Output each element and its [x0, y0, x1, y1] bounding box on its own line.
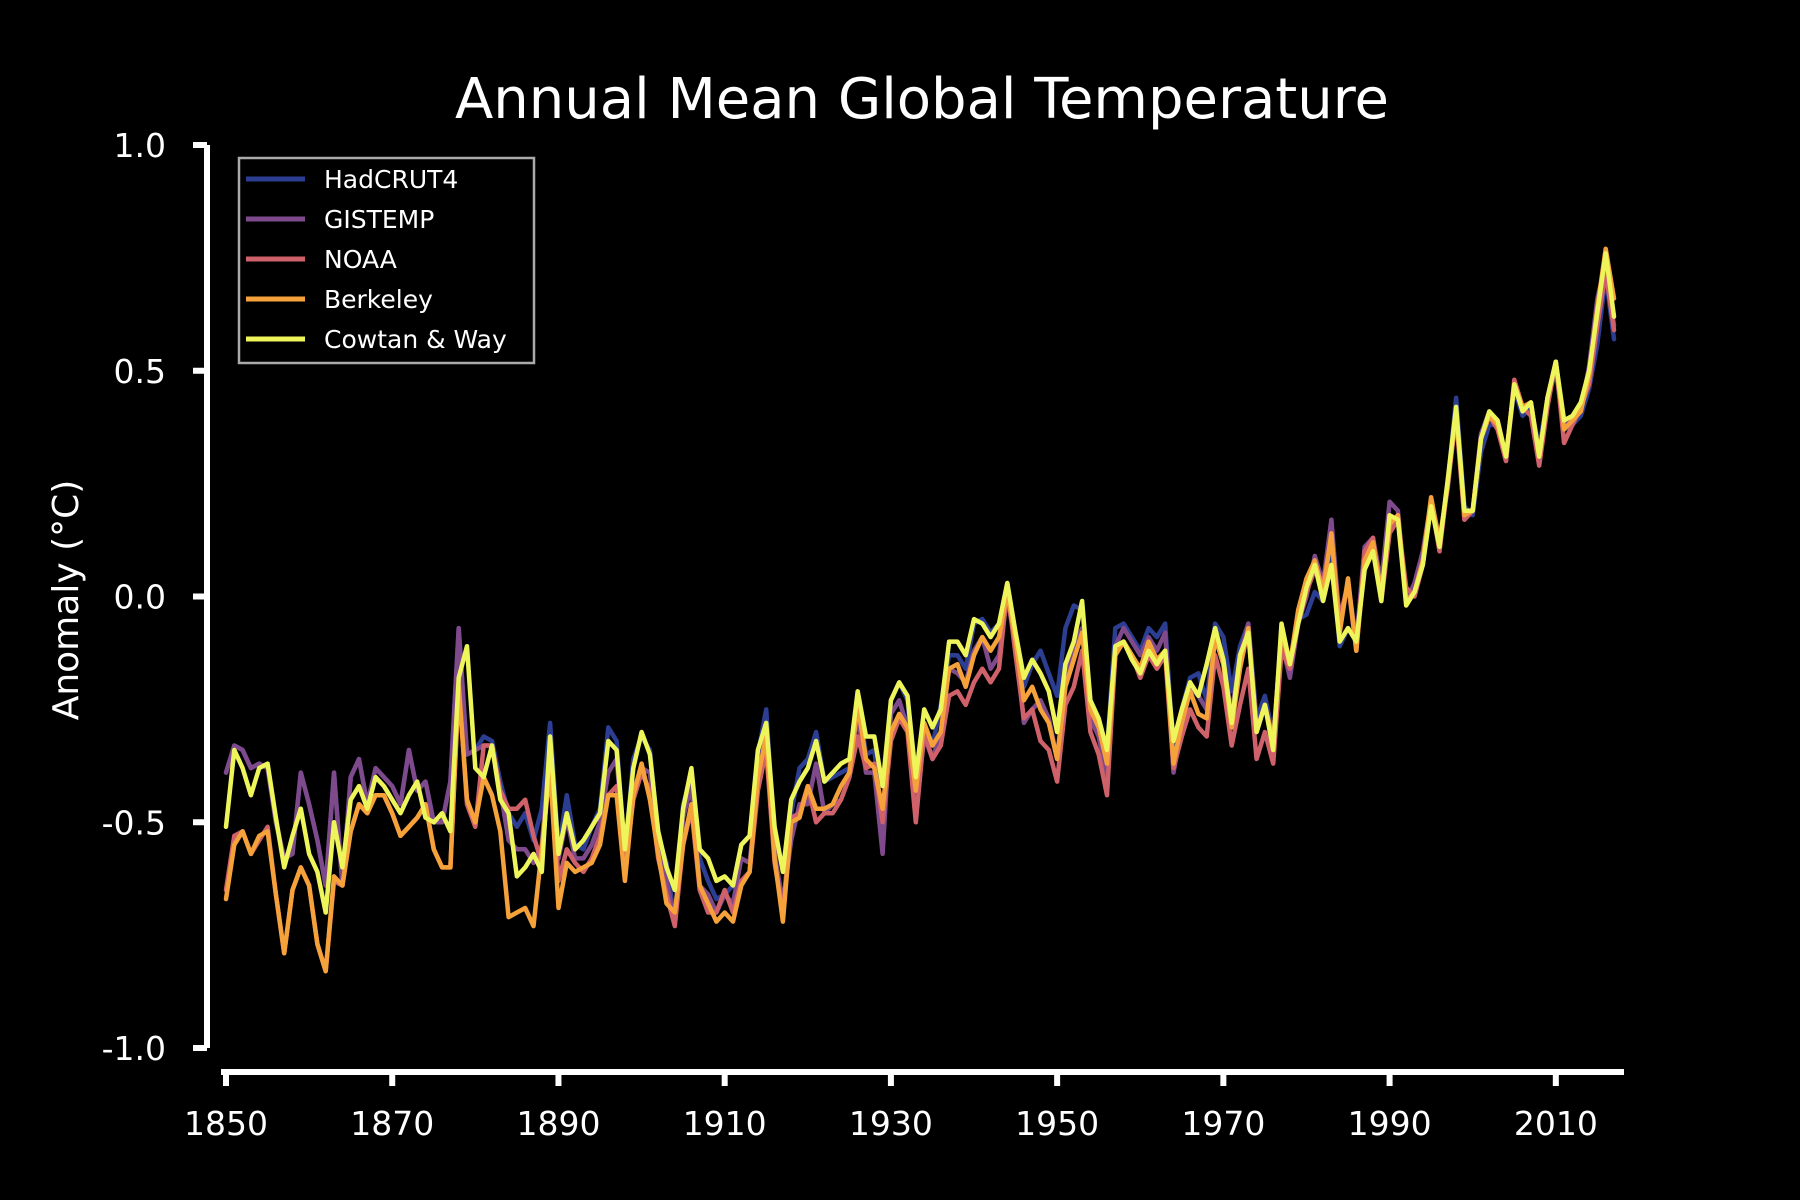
series-line-cowtan-way — [223, 251, 1617, 915]
x-tick-label: 1970 — [1181, 1104, 1265, 1143]
x-tick-label: 2010 — [1514, 1104, 1598, 1143]
y-axis-label: Anomaly (°C) — [46, 480, 87, 721]
legend: HadCRUT4 GISTEMP NOAA Berkeley Cowtan & Way — [237, 156, 536, 365]
legend-label-cowtan-way: Cowtan & Way — [324, 325, 507, 354]
y-tick-label: 0.5 — [114, 352, 166, 391]
x-ticks: 1850 1870 1890 1910 1930 1950 1970 1990 2010 — [184, 1072, 1598, 1143]
y-tick-label: -0.5 — [102, 803, 166, 842]
y-tick-label: 0.0 — [114, 578, 166, 617]
x-tick-label: 1950 — [1015, 1104, 1099, 1143]
y-tick-label: -1.0 — [102, 1029, 166, 1068]
legend-label-hadcrut4: HadCRUT4 — [324, 165, 458, 194]
legend-label-berkeley: Berkeley — [324, 285, 433, 314]
x-tick-label: 1850 — [184, 1104, 268, 1143]
legend-label-gistemp: GISTEMP — [324, 205, 434, 234]
x-tick-label: 1910 — [683, 1104, 767, 1143]
x-tick-label: 1930 — [849, 1104, 933, 1143]
x-tick-label: 1990 — [1348, 1104, 1432, 1143]
y-tick-label: 1.0 — [114, 126, 166, 165]
chart-title: Annual Mean Global Temperature — [455, 67, 1389, 132]
legend-label-noaa: NOAA — [324, 245, 397, 274]
series-lines — [223, 246, 1617, 974]
y-ticks: 1.0 0.5 0.0 -0.5 -1.0 — [102, 126, 207, 1068]
x-tick-label: 1870 — [350, 1104, 434, 1143]
x-tick-label: 1890 — [516, 1104, 600, 1143]
